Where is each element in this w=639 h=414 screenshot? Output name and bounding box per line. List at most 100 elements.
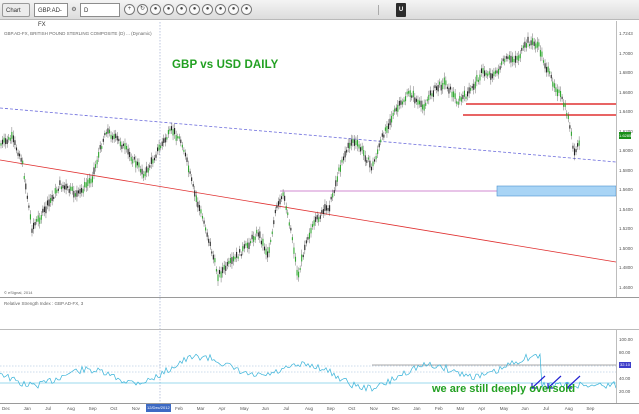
candle-body <box>232 256 235 262</box>
candle-body <box>12 135 14 143</box>
candle-body <box>23 176 25 180</box>
candle-body <box>550 74 552 79</box>
candle-body <box>167 129 169 135</box>
candle-body <box>271 231 273 235</box>
price-tick-label: 1.4800 <box>619 265 633 270</box>
candle-body <box>191 177 193 182</box>
candle-body <box>451 91 453 98</box>
candle-body <box>291 237 293 241</box>
price-axis[interactable]: 1.7243 1.7000 1.6800 1.6600 1.6400 1.6200 1.60… <box>616 21 639 297</box>
candle-body <box>313 220 315 226</box>
candle-body <box>405 96 407 102</box>
candle-body <box>463 90 465 97</box>
refresh-icon[interactable]: ↻ <box>137 4 148 15</box>
candle-body <box>184 152 186 157</box>
candle-body <box>339 164 341 172</box>
candle-body <box>471 86 473 89</box>
candle-body <box>496 70 498 74</box>
symbol-input[interactable]: GBP.AD-FX <box>34 3 68 28</box>
candle-body <box>79 188 81 194</box>
candle-body <box>488 71 490 75</box>
candle-body <box>318 217 320 222</box>
candle-body <box>262 238 264 246</box>
link-icon[interactable]: ⚙ <box>71 7 77 13</box>
toolbar-circle-icon-5[interactable]: ● <box>202 4 213 15</box>
rsi-tick-label: 40.00 <box>619 376 631 381</box>
candle-body <box>400 100 402 105</box>
candle-body <box>284 195 286 201</box>
candle-body <box>344 151 346 158</box>
candle-body <box>22 160 24 164</box>
price-tick-label: 1.5600 <box>619 187 633 192</box>
candle-body <box>352 138 354 143</box>
candle-body <box>377 149 379 155</box>
candle-body <box>160 145 162 149</box>
candle-body <box>215 269 217 272</box>
toolbar-circle-icon-4[interactable]: ● <box>189 4 200 15</box>
candle-body <box>375 156 377 160</box>
candle-body <box>62 184 64 189</box>
price-tick-label: 1.6600 <box>619 89 633 95</box>
candle-body <box>132 159 134 164</box>
toolbar-circle-icon-8[interactable]: ● <box>241 4 252 15</box>
arrow-icon-3 <box>566 375 581 389</box>
candle-body <box>33 222 35 230</box>
candle-body <box>37 215 39 222</box>
candle-body <box>304 244 306 251</box>
candle-body <box>539 50 541 57</box>
candle-body <box>267 251 269 258</box>
candle-body <box>467 91 469 97</box>
candle-body <box>440 84 442 91</box>
candle-body <box>325 205 328 211</box>
rsi-line <box>0 352 616 392</box>
candle-body <box>263 246 266 251</box>
candle-body <box>474 81 476 89</box>
candle-body <box>322 209 324 215</box>
chart-title: GBP vs USD DAILY <box>172 59 279 71</box>
toolbar-circle-icon-3[interactable]: ● <box>176 4 187 15</box>
candle-body <box>446 86 448 89</box>
time-tick-label: Sep <box>586 406 595 411</box>
time-tick-label: Aug <box>66 406 75 411</box>
chart-tab[interactable]: Chart <box>2 3 30 17</box>
zoom-in-icon[interactable]: + <box>124 4 135 15</box>
candle-body <box>155 154 157 158</box>
candle-body <box>186 157 188 162</box>
candle-body <box>356 139 359 147</box>
time-tick-label: May <box>240 406 249 411</box>
candle-body <box>102 138 104 142</box>
pane-divider[interactable] <box>0 297 639 298</box>
candle-body <box>250 241 252 244</box>
candle-body <box>409 90 411 98</box>
candle-body <box>217 274 219 282</box>
candle-body <box>222 267 224 274</box>
toolbar-circle-icon-7[interactable]: ● <box>228 4 239 15</box>
time-tick-label: May <box>499 406 509 411</box>
interval-select[interactable]: D <box>80 3 120 17</box>
candle-body <box>335 180 337 187</box>
time-axis[interactable]: Dec Jan Jul Aug Sep Oct Nov Dec Feb Mar Apr May Jun J… <box>0 403 639 414</box>
time-tick-label: Sep <box>326 406 335 411</box>
time-tick-label: Nov <box>131 406 140 411</box>
candle-body <box>157 147 159 152</box>
candle-body <box>96 159 98 165</box>
time-tick-label: Jun <box>521 406 529 411</box>
candle-body <box>81 187 83 193</box>
brand-icon[interactable]: U <box>396 3 406 17</box>
toolbar-circle-icon-1[interactable]: ● <box>150 4 161 15</box>
candle-body <box>175 135 177 141</box>
candle-body <box>499 66 501 70</box>
toolbar-circle-icon-6[interactable]: ● <box>215 4 226 15</box>
candle-body <box>490 73 492 80</box>
candle-body <box>544 63 546 69</box>
candle-body <box>552 81 554 87</box>
candle-body <box>274 209 276 214</box>
price-tick-label: 1.6200 <box>619 128 633 134</box>
toolbar-circle-icon-2[interactable]: ● <box>163 4 174 15</box>
candle-body <box>367 157 369 160</box>
candle-body <box>76 190 78 197</box>
candle-body <box>524 41 526 48</box>
candle-body <box>578 140 580 146</box>
candle-body <box>143 174 145 178</box>
